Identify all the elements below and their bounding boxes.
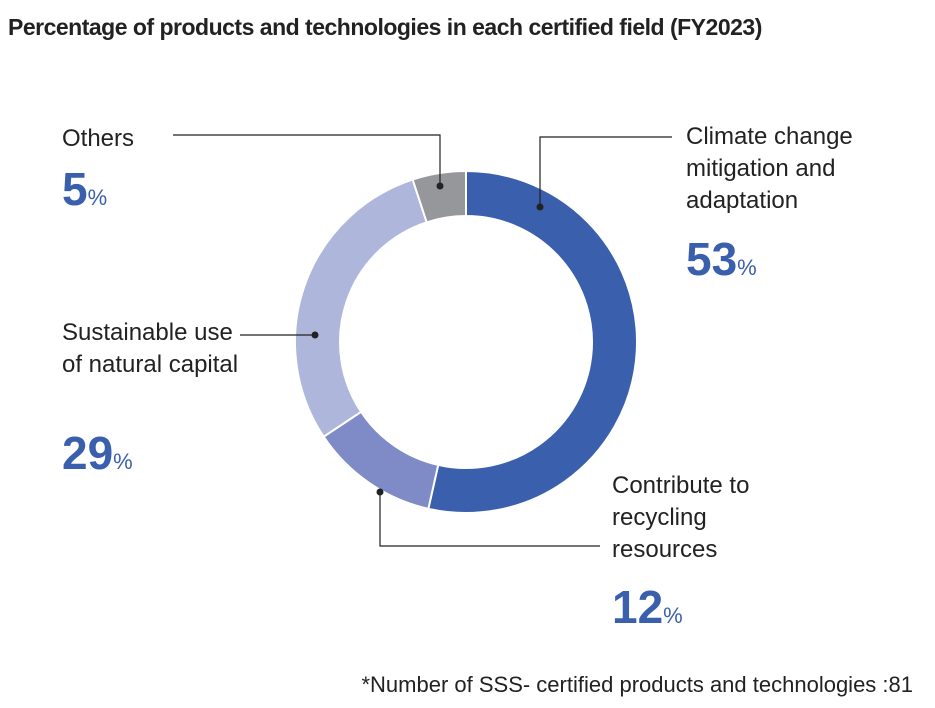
slice-natural-capital xyxy=(294,178,428,439)
leader-recycling-dot xyxy=(376,488,384,496)
value-natural-capital: 29% xyxy=(62,427,133,479)
leader-recycling xyxy=(379,492,600,547)
value-recycling: 12% xyxy=(612,581,683,633)
leader-natural-capital-dot xyxy=(311,331,319,339)
leader-climate xyxy=(539,136,672,207)
value-climate: 53% xyxy=(686,233,757,285)
value-others: 5% xyxy=(62,163,108,215)
slice-climate xyxy=(427,169,638,514)
label-recycling: Contribute to recycling resources xyxy=(612,472,750,563)
slice-others xyxy=(411,169,467,224)
label-others: Others xyxy=(62,125,135,152)
label-climate: Climate change mitigation and adaptation xyxy=(686,123,853,214)
leader-climate-dot xyxy=(536,203,544,211)
label-natural-capital: Sustainable use of natural capital xyxy=(62,319,239,378)
chart-title: Percentage of products and technologies … xyxy=(8,14,762,40)
leader-others-dot xyxy=(436,182,444,190)
leader-others xyxy=(173,134,441,186)
footnote: *Number of SSS- certified products and t… xyxy=(361,672,913,697)
